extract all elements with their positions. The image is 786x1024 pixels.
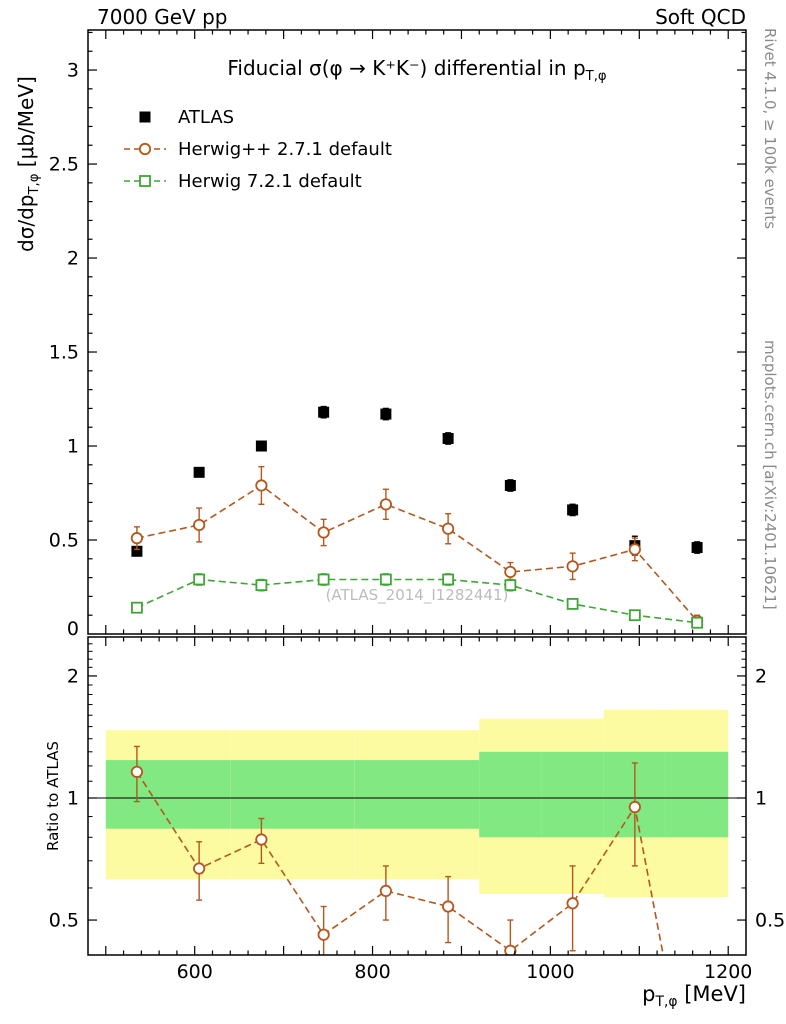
- data-point: [691, 616, 703, 629]
- data-point: [379, 884, 392, 898]
- legend-label-herwig7: Herwig 7.2.1 default: [178, 170, 362, 192]
- y-axis-label-text: dσ/dp: [14, 194, 38, 253]
- data-point: [566, 598, 579, 610]
- svg-text:1200: 1200: [704, 961, 752, 983]
- svg-text:2: 2: [67, 665, 79, 687]
- data-point: [131, 545, 143, 557]
- series-herwigpp: [130, 465, 704, 628]
- series-atlas: [131, 405, 703, 557]
- data-point: [566, 897, 579, 910]
- legend-item-atlas: ATLAS: [122, 101, 392, 133]
- svg-text:600: 600: [177, 961, 213, 983]
- svg-text:0: 0: [67, 618, 79, 640]
- svg-text:2: 2: [67, 248, 79, 270]
- x-tick-labels: 600 800 1000 1200: [177, 961, 753, 983]
- data-point: [130, 765, 144, 778]
- data-point: [255, 833, 268, 846]
- legend: ATLAS Herwig++ 2.7.1 default Herwig 7.2.…: [122, 101, 392, 197]
- plot-title: Fiducial σ(φ → K⁺K⁻) differential in pT,…: [88, 56, 746, 84]
- svg-text:1000: 1000: [526, 961, 574, 983]
- data-point: [379, 498, 392, 511]
- svg-text:2: 2: [755, 665, 767, 687]
- svg-text:1: 1: [67, 436, 79, 458]
- data-point: [193, 466, 205, 478]
- svg-text:2.5: 2.5: [49, 154, 79, 176]
- svg-text:800: 800: [354, 961, 390, 983]
- data-point: [379, 573, 392, 586]
- data-point: [691, 542, 703, 554]
- data-point: [318, 406, 330, 418]
- x-axis-label-text: p: [642, 982, 656, 1006]
- data-point: [628, 609, 641, 622]
- legend-item-herwigpp: Herwig++ 2.7.1 default: [122, 133, 392, 165]
- x-axis-label: pT,φ [MeV]: [642, 982, 746, 1010]
- data-point: [380, 408, 392, 420]
- data-point: [628, 543, 641, 556]
- rivet-version-note: Rivet 4.1.0, ≥ 100k events: [761, 28, 779, 230]
- ratio-y-tick-labels: 0.5 0.5 1 1 2 2: [49, 665, 785, 931]
- svg-text:1: 1: [67, 787, 79, 809]
- y-axis-label: dσ/dpT,φ [μb/MeV]: [14, 76, 42, 252]
- svg-text:0.5: 0.5: [49, 530, 79, 552]
- herwigpp-marker-icon: [124, 142, 166, 156]
- plot-title-subscript: T,φ: [585, 69, 607, 84]
- svg-text:3: 3: [67, 60, 79, 82]
- data-point: [567, 504, 579, 516]
- data-point: [317, 928, 330, 941]
- x-axis-label-unit: [MeV]: [677, 982, 746, 1006]
- mcplots-reference-note: mcplots.cern.ch [arXiv:2401.10621]: [761, 340, 779, 610]
- series-herwig7: [131, 573, 703, 629]
- data-point: [255, 579, 268, 592]
- svg-text:0.5: 0.5: [49, 910, 79, 932]
- data-point: [193, 862, 206, 875]
- ratio-panel-frame: [87, 636, 747, 956]
- data-point: [130, 532, 144, 545]
- data-point: [442, 900, 455, 913]
- legend-item-herwig7: Herwig 7.2.1 default: [122, 165, 392, 197]
- beam-energy-label: 7000 GeV pp: [97, 5, 228, 29]
- data-point: [131, 601, 143, 614]
- series-herwigpp: [130, 745, 665, 955]
- x-axis-label-subscript: T,φ: [655, 994, 678, 1011]
- process-group-label: Soft QCD: [655, 5, 746, 29]
- svg-text:1.5: 1.5: [49, 342, 79, 364]
- axis-ticks: [88, 30, 746, 955]
- data-point: [255, 440, 267, 452]
- herwig7-marker-icon: [124, 175, 166, 187]
- data-point: [255, 479, 268, 492]
- data-point: [193, 518, 206, 532]
- data-point: [504, 579, 517, 592]
- data-point: [504, 565, 517, 579]
- data-point: [317, 573, 330, 586]
- svg-text:1: 1: [755, 787, 767, 809]
- ratio-axis-label: Ratio to ATLAS: [44, 741, 62, 851]
- data-point: [504, 944, 517, 955]
- data-point: [317, 526, 330, 539]
- data-point: [442, 522, 455, 535]
- data-point: [628, 800, 641, 814]
- svg-text:0.5: 0.5: [755, 910, 785, 932]
- data-point: [566, 560, 579, 573]
- analysis-id-watermark: (ATLAS_2014_I1282441): [325, 586, 509, 604]
- data-point: [504, 479, 516, 491]
- plot-title-text: Fiducial σ(φ → K⁺K⁻) differential in p: [227, 56, 586, 80]
- top-y-tick-labels: 0 0.5 1 1.5 2 2.5 3: [49, 60, 79, 640]
- y-axis-label-unit: [μb/MeV]: [14, 76, 38, 174]
- data-point: [442, 432, 454, 444]
- atlas-marker-icon: [139, 111, 151, 123]
- data-point: [442, 573, 455, 586]
- legend-label-herwigpp: Herwig++ 2.7.1 default: [178, 138, 392, 160]
- data-point: [193, 573, 206, 586]
- legend-label-atlas: ATLAS: [178, 106, 235, 128]
- y-axis-label-subscript: T,φ: [27, 173, 42, 195]
- top-panel-frame: [87, 29, 747, 635]
